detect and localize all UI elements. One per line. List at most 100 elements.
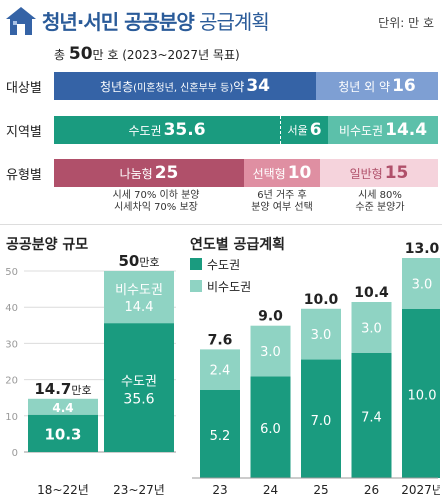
bar-capital-3 bbox=[351, 352, 392, 478]
bar-value-capital: 10.0 bbox=[408, 388, 437, 403]
note-choice-line2: 분양 여부 선택 bbox=[251, 202, 313, 213]
legend-swatch-1 bbox=[190, 280, 202, 292]
legend-swatch-0 bbox=[190, 258, 202, 270]
bar-value-non-capital: 3.0 bbox=[311, 328, 332, 343]
note-choice-type: 6년 거주 후 분양 여부 선택 bbox=[236, 190, 328, 214]
header: 청년·서민 공공분양 공급계획 단위: 만 호 bbox=[0, 0, 442, 42]
bar-non-capital-2 bbox=[301, 308, 341, 360]
note-choice-line1: 6년 거주 후 bbox=[257, 190, 307, 201]
note-share-line2: 시세차익 70% 보장 bbox=[114, 202, 198, 213]
bar-total-label: 10.0 bbox=[304, 292, 339, 308]
bar-share-value: 25 bbox=[154, 163, 179, 183]
bar-capital-1 bbox=[104, 323, 174, 452]
bar-non-capital-1 bbox=[104, 271, 174, 324]
bar-choice-value: 10 bbox=[287, 163, 312, 183]
note-share-line1: 시세 70% 이하 분양 bbox=[112, 190, 200, 201]
x-tick-label: 26 bbox=[364, 483, 379, 497]
bar-non-capital-0 bbox=[200, 349, 240, 390]
x-tick-label: 24 bbox=[263, 483, 278, 497]
bar-total-unit: 만호 bbox=[139, 256, 159, 269]
chart1-title: 공공분양 규모 bbox=[6, 237, 89, 253]
bar-capital-0 bbox=[28, 414, 98, 452]
bar-total-label: 7.6 bbox=[208, 332, 233, 348]
y-tick-label: 30 bbox=[5, 339, 18, 350]
bar-non-youth-value: 16 bbox=[392, 76, 416, 96]
bar-capital: 수도권 35.6 bbox=[54, 116, 280, 144]
bar-value-non-capital: 3.0 bbox=[412, 277, 433, 292]
bar-seoul-value: 6 bbox=[309, 120, 322, 140]
bar-non-capital-4 bbox=[402, 258, 440, 309]
bar-capital-value: 35.6 bbox=[163, 120, 206, 140]
house-icon bbox=[6, 7, 36, 35]
x-tick-label: 2027년 bbox=[401, 483, 440, 497]
bar-seoul-text: 서울 bbox=[287, 124, 308, 137]
chart2-title: 연도별 공급계획 bbox=[190, 237, 286, 253]
bar-youth-suffix: 약 bbox=[233, 79, 245, 94]
bar-total-unit: 만호 bbox=[71, 384, 91, 397]
x-tick-label: 23~27년 bbox=[113, 483, 165, 497]
y-tick-label: 10 bbox=[5, 412, 18, 423]
bar-choice-type: 선택형 10 bbox=[244, 159, 320, 187]
bar-youth-small: (미혼청년, 신혼부부 등) bbox=[133, 82, 234, 94]
bar-capital-4 bbox=[402, 308, 440, 478]
unit-label: 단위: 만 호 bbox=[378, 16, 434, 30]
bar-general-value: 15 bbox=[384, 163, 409, 183]
bar-capital-0 bbox=[200, 390, 240, 478]
bar-capital-2 bbox=[301, 359, 341, 478]
bar-youth: 청년층 (미혼청년, 신혼부부 등) 약 34 bbox=[54, 72, 316, 100]
legend-label: 비수도권 bbox=[207, 280, 251, 294]
bar-capital-1 bbox=[250, 376, 291, 478]
bar-share-text: 나눔형 bbox=[119, 166, 153, 181]
bar-non-capital-text: 비수도권 bbox=[338, 123, 384, 138]
bar-general-type: 일반형 15 bbox=[320, 159, 438, 187]
bar-share-type: 나눔형 25 bbox=[54, 159, 244, 187]
bar-total-value: 14.7 bbox=[34, 380, 71, 398]
page-title: 청년·서민 공공분양 공급계획 bbox=[42, 6, 270, 35]
bar-value-non-capital: 2.4 bbox=[210, 364, 231, 379]
bar-non-youth-text: 청년 외 약 bbox=[338, 79, 391, 94]
bar-value-capital: 5.2 bbox=[210, 429, 231, 444]
bar-youth-value: 34 bbox=[246, 76, 270, 96]
bar-general-text: 일반형 bbox=[349, 166, 383, 181]
row-label-type: 유형별 bbox=[6, 168, 42, 183]
x-tick-label: 25 bbox=[313, 483, 328, 497]
y-tick-label: 0 bbox=[12, 448, 18, 459]
bar-non-capital-value: 14.4 bbox=[385, 120, 428, 140]
bar-value-non-capital: 4.4 bbox=[52, 401, 73, 415]
bar-total-label: 13.0 bbox=[405, 241, 440, 257]
total-value: 50 bbox=[68, 44, 93, 64]
title-light: 공급계획 bbox=[193, 10, 270, 34]
bar-total-label: 14.7만호 bbox=[34, 380, 91, 398]
bar-choice-text: 선택형 bbox=[252, 166, 286, 181]
bar-inner-label-non-capital: 비수도권 bbox=[115, 283, 163, 298]
bar-value-non-capital: 3.0 bbox=[260, 345, 281, 360]
bar-total-label: 10.4 bbox=[354, 285, 389, 301]
bar-value-non-capital: 3.0 bbox=[361, 321, 382, 336]
bar-seoul: 서울 6 bbox=[280, 116, 328, 144]
y-tick-label: 20 bbox=[5, 376, 18, 387]
chart-scale: 0102030405010.34.414.7만호18~22년수도권35.6비수도… bbox=[5, 252, 176, 497]
bar-total-label: 50만호 bbox=[118, 252, 159, 270]
bar-value-capital: 7.4 bbox=[361, 410, 382, 425]
x-tick-label: 18~22년 bbox=[37, 483, 89, 497]
bar-value-capital: 35.6 bbox=[123, 392, 154, 408]
note-general-line2: 수준 분양가 bbox=[355, 202, 405, 213]
bar-total-value: 50 bbox=[118, 252, 139, 270]
bar-non-capital-3 bbox=[351, 302, 392, 353]
bar-value-capital: 10.3 bbox=[44, 425, 81, 443]
bar-non-capital-0 bbox=[28, 398, 98, 415]
bar-non-youth: 청년 외 약 16 bbox=[316, 72, 438, 100]
bar-value-non-capital: 14.4 bbox=[125, 300, 154, 315]
total-period: (2023~2027년 목표) bbox=[118, 48, 240, 62]
y-tick-label: 40 bbox=[5, 303, 18, 314]
total-unit: 만 호 bbox=[92, 48, 119, 62]
bar-value-capital: 6.0 bbox=[260, 422, 281, 437]
note-share-type: 시세 70% 이하 분양 시세차익 70% 보장 bbox=[96, 190, 216, 214]
x-tick-label: 23 bbox=[212, 483, 227, 497]
note-general-type: 시세 80% 수준 분양가 bbox=[330, 190, 430, 214]
note-general-line1: 시세 80% bbox=[358, 190, 402, 201]
y-tick-label: 50 bbox=[5, 267, 18, 278]
bar-value-capital: 7.0 bbox=[311, 414, 332, 429]
total-summary: 총 50만 호 (2023~2027년 목표) bbox=[54, 44, 240, 64]
